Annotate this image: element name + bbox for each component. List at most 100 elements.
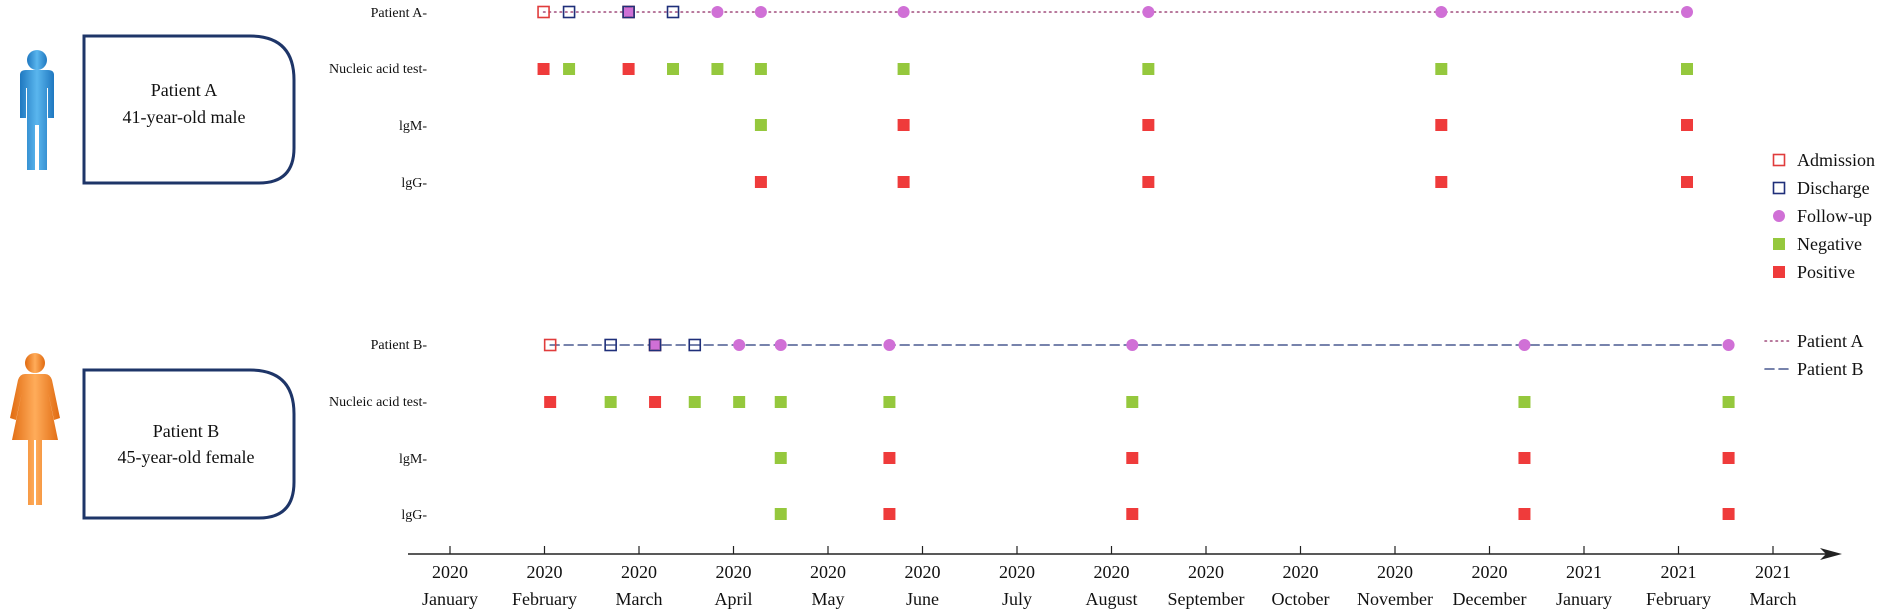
x-tick-year: 2020 bbox=[527, 562, 563, 582]
patient-a-igm-negative-marker bbox=[754, 119, 767, 131]
patient-a-igm-positive-marker bbox=[1435, 119, 1448, 131]
x-tick-year: 2021 bbox=[1661, 562, 1697, 582]
patient-a-followup-marker bbox=[754, 6, 767, 18]
patient-b-nucleic-negative-marker bbox=[1518, 396, 1531, 408]
row-label-patient-b-igg: lgG- bbox=[401, 508, 427, 523]
patient-a-followup-marker bbox=[1142, 6, 1155, 18]
legend-followup-label: Follow-up bbox=[1797, 206, 1872, 226]
patient-b-followup-marker bbox=[1722, 339, 1735, 351]
patient-b-followup-marker bbox=[883, 339, 896, 351]
patient-a-description: 41-year-old male bbox=[122, 107, 245, 127]
x-tick-year: 2020 bbox=[621, 562, 657, 582]
patient-b-nucleic-negative-marker bbox=[688, 396, 701, 408]
time-axis-ticks: 2020 January 2020 February 2020 March 2020 Apri… bbox=[422, 546, 1796, 609]
patient-timelines bbox=[542, 11, 1730, 346]
x-tick-month: April bbox=[715, 589, 753, 609]
patient-b-followup-marker bbox=[733, 339, 746, 351]
patient-a-nucleic-negative-marker bbox=[1435, 63, 1448, 75]
x-tick-month: January bbox=[1556, 589, 1612, 609]
legend-patient-b-label: Patient B bbox=[1797, 359, 1864, 379]
patient-b-admission-marker bbox=[543, 338, 557, 352]
x-tick-month: December bbox=[1453, 589, 1527, 609]
x-tick-year: 2020 bbox=[1377, 562, 1413, 582]
x-tick-month: June bbox=[906, 589, 939, 609]
x-tick-year: 2020 bbox=[716, 562, 752, 582]
row-label-patient-a: Patient A- bbox=[371, 6, 428, 21]
legend-patient-a-label: Patient A bbox=[1797, 331, 1864, 351]
patient-b-followup-marker bbox=[774, 339, 787, 351]
patient-a-igm-positive-marker bbox=[1142, 119, 1155, 131]
patient-a-nucleic-negative-marker bbox=[1681, 63, 1694, 75]
x-tick-month: November bbox=[1357, 589, 1433, 609]
row-label-patient-b-nucleic: Nucleic acid test- bbox=[329, 395, 427, 410]
x-tick-year: 2021 bbox=[1566, 562, 1602, 582]
legend-negative-marker bbox=[1773, 238, 1785, 250]
patient-a-admission-marker bbox=[537, 5, 550, 19]
patient-a-nucleic-positive-marker bbox=[622, 63, 635, 75]
patient-b-igg-positive-marker bbox=[883, 508, 896, 520]
patient-a-panel bbox=[82, 34, 296, 185]
patient-a-title: Patient A bbox=[151, 80, 218, 100]
row-label-patient-a-nucleic: Nucleic acid test- bbox=[329, 62, 427, 77]
patient-b-igg-positive-marker bbox=[1722, 508, 1735, 520]
patient-a-igg-positive-marker bbox=[1142, 176, 1155, 188]
patient-a-igg-positive-marker bbox=[897, 176, 910, 188]
x-tick-year: 2021 bbox=[1755, 562, 1791, 582]
legend-discharge-label: Discharge bbox=[1797, 178, 1870, 198]
patient-b-description: 45-year-old female bbox=[117, 447, 254, 467]
x-tick-month: September bbox=[1168, 589, 1245, 609]
patient-b-nucleic-negative-marker bbox=[883, 396, 896, 408]
patient-a-discharge-marker bbox=[562, 5, 576, 19]
patient-a-followup-marker bbox=[622, 6, 635, 18]
patient-b-followup-marker bbox=[649, 339, 662, 351]
patient-b-nucleic-negative-marker bbox=[774, 396, 787, 408]
patient-a-followup-marker bbox=[1435, 6, 1448, 18]
patient-a-discharge-marker bbox=[666, 5, 680, 19]
patient-b-igm-negative-marker bbox=[774, 452, 787, 464]
patient-a-nucleic-negative-marker bbox=[1142, 63, 1155, 75]
legend-discharge-marker bbox=[1772, 181, 1786, 195]
legend-positive-label: Positive bbox=[1797, 262, 1855, 282]
patient-a-followup-marker bbox=[897, 6, 910, 18]
patient-b-igm-positive-marker bbox=[883, 452, 896, 464]
patient-b-nucleic-negative-marker bbox=[1722, 396, 1735, 408]
patient-b-nucleic-negative-marker bbox=[1126, 396, 1139, 408]
patient-a-igg-positive-marker bbox=[1681, 176, 1694, 188]
patient-b-nucleic-positive-marker bbox=[544, 396, 557, 408]
x-tick-month: May bbox=[812, 589, 845, 609]
patient-a-discharge-marker bbox=[622, 5, 635, 19]
x-tick-year: 2020 bbox=[1472, 562, 1508, 582]
female-person-icon bbox=[10, 353, 60, 505]
x-tick-month: January bbox=[422, 589, 478, 609]
patient-a-nucleic-negative-marker bbox=[667, 63, 680, 75]
x-tick-year: 2020 bbox=[810, 562, 846, 582]
legend-admission-label: Admission bbox=[1797, 150, 1875, 170]
x-tick-year: 2020 bbox=[999, 562, 1035, 582]
patient-b-igg-positive-marker bbox=[1126, 508, 1139, 520]
patient-b-followup-marker bbox=[1126, 339, 1139, 351]
x-tick-month: March bbox=[616, 589, 663, 609]
legend-admission-marker bbox=[1772, 153, 1786, 167]
patient-b-nucleic-positive-marker bbox=[649, 396, 662, 408]
legend: Admission Discharge Follow-up Negative Posit… bbox=[1764, 150, 1875, 379]
x-tick-year: 2020 bbox=[905, 562, 941, 582]
x-tick-month: February bbox=[1646, 589, 1711, 609]
patient-a-nucleic-negative-marker bbox=[563, 63, 576, 75]
patient-a-nucleic-negative-marker bbox=[711, 63, 724, 75]
legend-negative-label: Negative bbox=[1797, 234, 1862, 254]
x-tick-month: March bbox=[1750, 589, 1797, 609]
x-tick-month: February bbox=[512, 589, 577, 609]
legend-followup-marker bbox=[1773, 210, 1785, 222]
patient-b-igg-positive-marker bbox=[1518, 508, 1531, 520]
patient-b-discharge-marker bbox=[648, 338, 662, 352]
patient-a-igg-positive-marker bbox=[1435, 176, 1448, 188]
patient-a-igm-positive-marker bbox=[1681, 119, 1694, 131]
patient-b-discharge-marker bbox=[688, 338, 702, 352]
patient-a-igm-positive-marker bbox=[897, 119, 910, 131]
patient-a-nucleic-positive-marker bbox=[537, 63, 550, 75]
patient-b-panel bbox=[82, 368, 296, 520]
patient-b-nucleic-negative-marker bbox=[733, 396, 746, 408]
patient-b-igm-positive-marker bbox=[1722, 452, 1735, 464]
x-tick-month: July bbox=[1002, 589, 1032, 609]
